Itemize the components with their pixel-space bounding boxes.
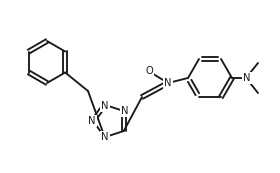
Text: O: O bbox=[145, 66, 153, 76]
Text: N: N bbox=[88, 116, 96, 126]
Text: N: N bbox=[164, 78, 172, 88]
Text: N: N bbox=[101, 132, 108, 142]
Text: N: N bbox=[243, 73, 251, 83]
Text: N: N bbox=[101, 101, 108, 111]
Text: N: N bbox=[121, 106, 129, 116]
